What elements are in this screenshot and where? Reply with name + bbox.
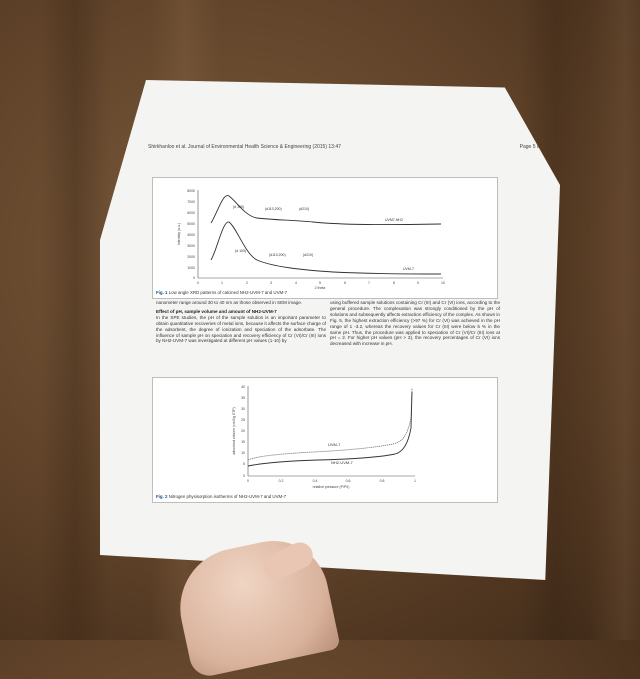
journal-citation: Shirkhanloo et al. Journal of Environmen… bbox=[148, 144, 341, 150]
x-tick: 1 bbox=[221, 281, 223, 285]
x-tick: 8 bbox=[393, 281, 395, 285]
y-tick: 8000 bbox=[187, 189, 195, 193]
peak-label: (d210) bbox=[299, 207, 309, 211]
x-tick: 5 bbox=[319, 281, 321, 285]
figure-2-caption: Fig. 2 Nitrogen physisorption isotherms … bbox=[156, 494, 286, 499]
caption-text: Low angle XRD patterns of calcined NH2-U… bbox=[168, 290, 288, 295]
figure-1: 8000 7000 6000 5000 4000 3000 2000 1000 … bbox=[152, 177, 498, 299]
peak-label: (d110,200) bbox=[269, 253, 286, 257]
series-uvm7-curve bbox=[210, 221, 442, 275]
y-tick: 0 bbox=[243, 474, 245, 478]
y-tick: 1000 bbox=[187, 266, 195, 270]
peak-label: (d 100) bbox=[233, 205, 244, 209]
y-tick: 3000 bbox=[187, 244, 195, 248]
y-tick: 40 bbox=[241, 385, 245, 389]
x-tick: 9 bbox=[417, 281, 419, 285]
x-tick: 0.8 bbox=[380, 479, 385, 483]
page-header: Shirkhanloo et al. Journal of Environmen… bbox=[148, 144, 548, 150]
x-axis-label: 2 theta bbox=[315, 286, 326, 290]
caption-text: Nitrogen physisorption isotherms of NH2-… bbox=[168, 494, 287, 499]
y-tick: 20 bbox=[241, 429, 245, 433]
y-tick: 5000 bbox=[187, 222, 195, 226]
x-tick: 7 bbox=[368, 281, 370, 285]
y-axis-label: adsorbed volume (cm3/g STP) bbox=[232, 407, 236, 454]
text-column-right: using buffered sample solutions containi… bbox=[330, 300, 500, 347]
series-label: NH2-UVM-7 bbox=[331, 460, 354, 465]
y-tick: 5 bbox=[243, 462, 245, 466]
x-tick: 0 bbox=[247, 479, 249, 483]
figure-2: 40 35 30 25 20 15 10 5 0 0 0.2 0.4 0.6 0… bbox=[152, 377, 498, 503]
y-tick: 6000 bbox=[187, 211, 195, 215]
x-tick: 4 bbox=[295, 281, 297, 285]
section-heading: Effect of pH, sample volume and amount o… bbox=[156, 308, 277, 314]
text-column-left: nanometer range around 30 to 40 nm as th… bbox=[156, 300, 326, 344]
xrd-plot: 8000 7000 6000 5000 4000 3000 2000 1000 … bbox=[177, 189, 445, 290]
x-tick: 0.2 bbox=[279, 479, 284, 483]
paragraph: using buffered sample solutions containi… bbox=[330, 300, 500, 347]
isotherm-plot: 40 35 30 25 20 15 10 5 0 0 0.2 0.4 0.6 0… bbox=[232, 385, 416, 489]
series-uvm7-nh2-curve bbox=[210, 195, 442, 226]
x-tick: 2 bbox=[246, 281, 248, 285]
paper-page: Shirkhanloo et al. Journal of Environmen… bbox=[100, 80, 560, 580]
y-axis-label: Intensity (a.u.) bbox=[177, 223, 181, 245]
x-tick: 6 bbox=[344, 281, 346, 285]
peak-label: (d210) bbox=[303, 253, 313, 257]
x-tick: 1 bbox=[414, 479, 416, 483]
y-tick: 35 bbox=[241, 396, 245, 400]
series-uvm7-curve bbox=[247, 387, 413, 461]
caption-lead: Fig. 1 bbox=[156, 290, 168, 295]
x-tick: 0.4 bbox=[313, 479, 318, 483]
paragraph: In the SPE studies, the pH of the sample… bbox=[156, 314, 326, 344]
caption-lead: Fig. 2 bbox=[156, 494, 168, 499]
peak-label: (d 100) bbox=[235, 249, 246, 253]
y-tick: 15 bbox=[241, 440, 245, 444]
x-axis-label: relative pressure (P/P0) bbox=[313, 485, 350, 489]
curtain-fold bbox=[40, 0, 110, 640]
series-label: UVM7-NH2 bbox=[385, 218, 403, 222]
page-number: Page 5 of 12 bbox=[519, 144, 548, 150]
y-tick: 4000 bbox=[187, 233, 195, 237]
y-tick: 0 bbox=[193, 276, 195, 280]
series-nh2-uvm7-curve bbox=[247, 391, 413, 467]
paragraph: nanometer range around 30 to 40 nm as th… bbox=[156, 300, 303, 305]
y-tick: 2000 bbox=[187, 255, 195, 259]
x-tick: 0.6 bbox=[346, 479, 351, 483]
y-tick: 7000 bbox=[187, 200, 195, 204]
curtain-fold bbox=[590, 0, 640, 640]
peak-label: (d110,200) bbox=[265, 207, 282, 211]
x-tick: 10 bbox=[441, 281, 445, 285]
y-tick: 10 bbox=[241, 451, 245, 455]
figure-1-caption: Fig. 1 Low angle XRD patterns of calcine… bbox=[156, 290, 287, 295]
y-tick: 30 bbox=[241, 407, 245, 411]
y-tick: 25 bbox=[241, 418, 245, 422]
series-label: UVM-7 bbox=[328, 442, 341, 447]
x-tick: 3 bbox=[270, 281, 272, 285]
series-label: UVM-7 bbox=[403, 267, 414, 271]
x-tick: 0 bbox=[197, 281, 199, 285]
